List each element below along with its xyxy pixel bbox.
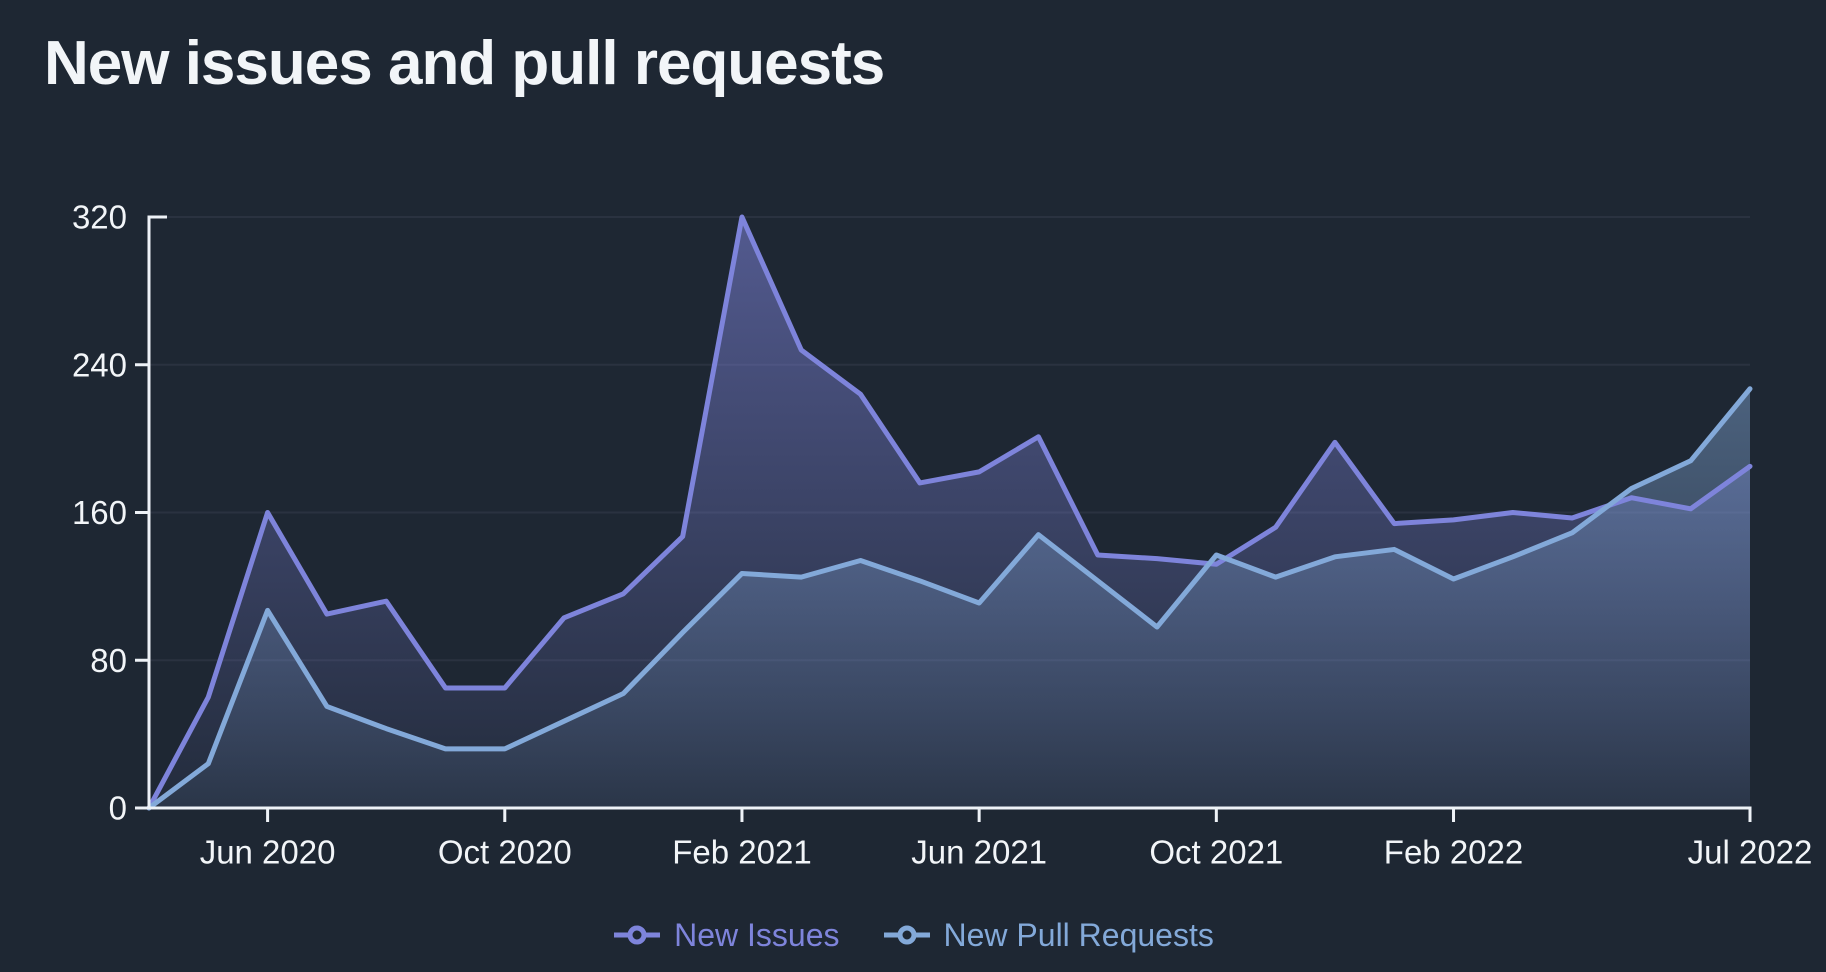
- area-fill-1: [149, 388, 1750, 808]
- y-tick-label: 320: [72, 199, 127, 236]
- legend-item-new-issues[interactable]: New Issues: [612, 916, 840, 954]
- x-tick-label: Jun 2021: [911, 834, 1047, 871]
- chart-title: New issues and pull requests: [44, 29, 885, 98]
- chart-legend: New Issues New Pull Requests: [0, 903, 1826, 967]
- series-line-new-issues: [146, 214, 1753, 811]
- issues-pull-requests-area-chart: 0 80 160 240 320 Jun 2020 Oct 2020 Feb 2021 Jun …: [72, 199, 1813, 871]
- y-tick-label: 80: [90, 642, 127, 679]
- legend-label-new-pull-requests: New Pull Requests: [943, 916, 1214, 953]
- x-tick-label: Jun 2020: [200, 834, 336, 871]
- x-tick-label: Oct 2021: [1149, 834, 1283, 871]
- legend-item-new-pull-requests[interactable]: New Pull Requests: [882, 917, 1214, 954]
- legend-label-new-issues: New Issues: [674, 916, 840, 953]
- line-circle-marker-icon: [614, 925, 661, 945]
- x-tick-label: Feb 2022: [1384, 834, 1523, 871]
- x-tick-label: Oct 2020: [438, 834, 572, 871]
- line-circle-marker-icon: [883, 925, 930, 945]
- y-tick-label: 0: [109, 790, 127, 827]
- y-tick-label: 160: [72, 494, 127, 531]
- x-tick-label: Feb 2021: [672, 834, 811, 871]
- series-line-new-pull-requests: [146, 386, 1753, 811]
- x-tick-label: Jul 2022: [1688, 834, 1813, 871]
- y-tick-label: 240: [72, 346, 127, 383]
